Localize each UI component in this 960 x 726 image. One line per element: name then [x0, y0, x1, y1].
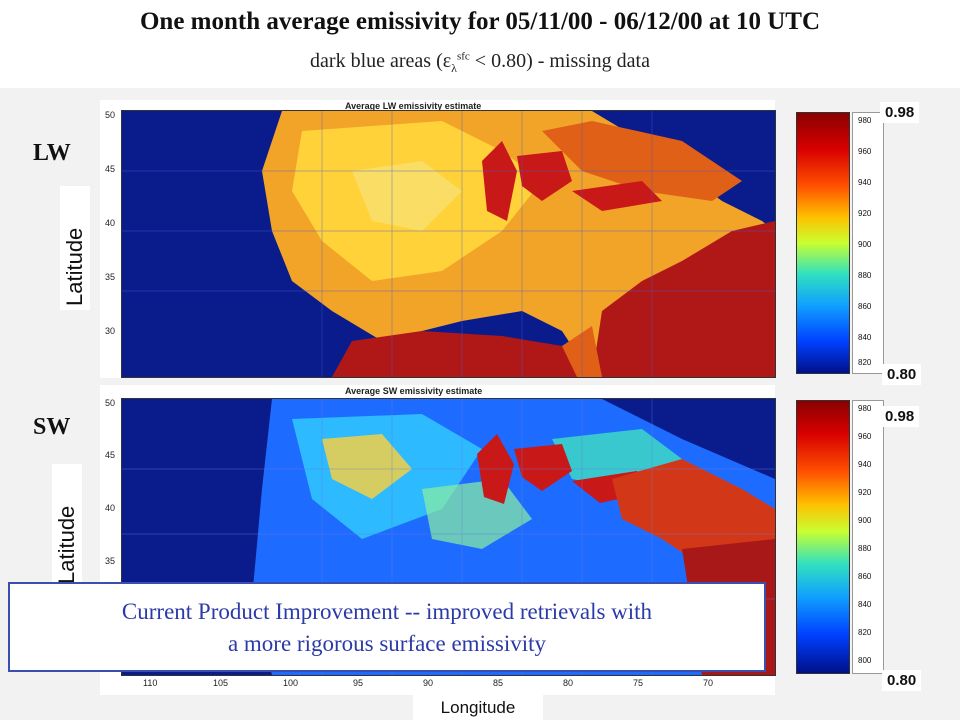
sw-colorbar-tick: 900	[858, 516, 872, 525]
x-tick: 105	[213, 678, 229, 688]
sw-colorbar-tick: 940	[858, 460, 872, 469]
callout-line-2: a more rigorous surface emissivity	[227, 631, 547, 656]
x-tick: 95	[353, 678, 364, 688]
sw-colorbar-tick: 800	[858, 656, 872, 665]
sw-colorbar-tick-strip	[852, 400, 884, 674]
callout-line-1: Current Product Improvement -- improved …	[121, 599, 653, 624]
lw-y-tick: 35	[105, 272, 116, 282]
lw-colorbar-tick: 860	[858, 302, 872, 311]
x-tick: 110	[143, 678, 158, 688]
lw-colorbar-tick: 960	[858, 147, 872, 156]
sw-colorbar-tick: 920	[858, 488, 872, 497]
sw-emissivity-map	[121, 398, 776, 676]
lw-map-title: Average LW emissivity estimate	[345, 101, 482, 111]
lw-y-tick: 40	[105, 218, 116, 228]
x-tick: 80	[563, 678, 574, 688]
lw-colorbar	[796, 112, 850, 374]
x-tick: 90	[423, 678, 434, 688]
sw-y-tick: 45	[105, 450, 116, 460]
x-tick: 85	[493, 678, 504, 688]
sw-colorbar	[796, 400, 850, 674]
sw-y-tick: 35	[105, 556, 116, 566]
sw-min-value: 0.80	[882, 670, 922, 691]
lw-latitude-label: Latitude	[60, 186, 90, 310]
lw-colorbar-tick: 980	[858, 116, 872, 125]
improvement-callout: Current Product Improvement -- improved …	[8, 582, 766, 672]
lw-emissivity-map	[121, 110, 776, 378]
lw-colorbar-tick: 940	[858, 178, 872, 187]
lw-y-tick: 45	[105, 164, 116, 174]
sw-latitude-label: Latitude	[52, 464, 82, 588]
sw-colorbar-tick: 820	[858, 628, 872, 637]
lw-panel-label: LW	[33, 140, 71, 166]
lw-colorbar-tick: 920	[858, 209, 872, 218]
lw-colorbar-tick: 880	[858, 271, 872, 280]
x-tick: 100	[283, 678, 299, 688]
lw-colorbar-tick: 820	[858, 358, 872, 367]
page-title: One month average emissivity for 05/11/0…	[139, 8, 821, 35]
sw-y-tick: 40	[105, 503, 116, 513]
page-subtitle: dark blue areas (ελsfc < 0.80) - missing…	[310, 50, 650, 75]
sw-colorbar-tick: 980	[858, 404, 872, 413]
sw-colorbar-tick: 880	[858, 544, 872, 553]
sw-panel-label: SW	[33, 414, 71, 440]
lw-max-value: 0.98	[880, 102, 920, 123]
sw-colorbar-tick: 960	[858, 432, 872, 441]
sw-colorbar-tick: 840	[858, 600, 872, 609]
sw-map-title: Average SW emissivity estimate	[345, 386, 483, 396]
sw-max-value: 0.98	[880, 406, 920, 427]
lw-y-tick: 50	[105, 110, 116, 120]
lw-y-tick: 30	[105, 326, 116, 336]
x-tick: 75	[633, 678, 644, 688]
lw-colorbar-tick: 840	[858, 333, 872, 342]
lw-min-value: 0.80	[882, 364, 922, 385]
sw-colorbar-tick: 860	[858, 572, 872, 581]
longitude-label: Longitude	[413, 690, 543, 720]
lw-colorbar-tick-strip	[852, 112, 884, 374]
x-tick: 70	[703, 678, 714, 688]
sw-y-tick: 50	[105, 398, 116, 408]
lw-colorbar-tick: 900	[858, 240, 872, 249]
